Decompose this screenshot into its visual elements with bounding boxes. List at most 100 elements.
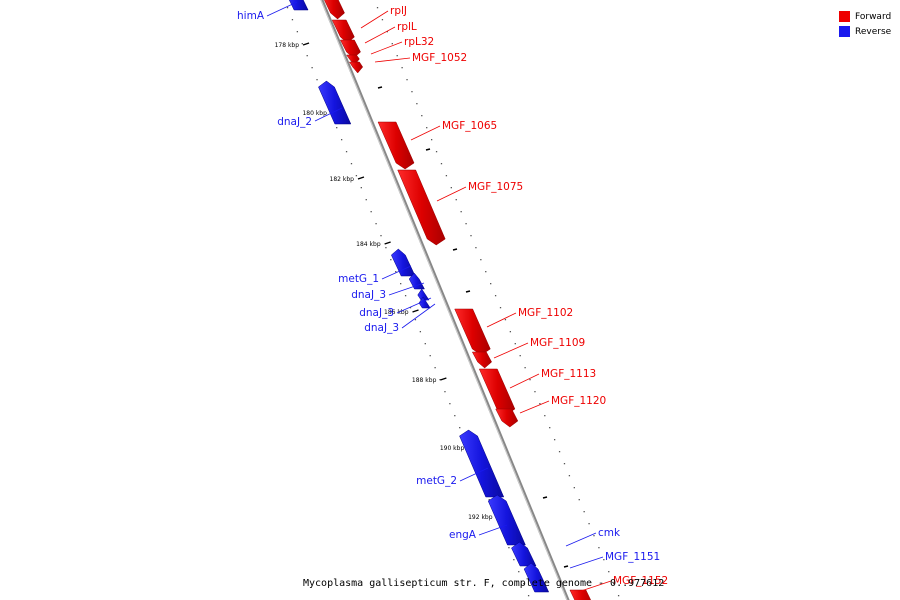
reverse-swatch (839, 26, 850, 37)
guide-dot (454, 415, 456, 417)
guide-dot (534, 391, 536, 393)
gene-leader-line (486, 312, 517, 328)
gene-label-mgf-1075: MGF_1075 (468, 181, 523, 193)
guide-dot (390, 259, 392, 261)
forward-gene-block (471, 351, 492, 369)
guide-dot (578, 499, 580, 501)
gene-leader-line (577, 580, 612, 593)
gene-label-mgf-1120: MGF_1120 (551, 395, 606, 407)
tick-mark (357, 176, 365, 180)
reverse-gene-block (459, 429, 505, 498)
guide-dot (494, 295, 497, 297)
guide-dot (424, 343, 426, 345)
guide-dot (608, 571, 610, 573)
guide-dot (336, 127, 338, 129)
legend-reverse-label: Reverse (855, 26, 892, 37)
tick-label: 192 kbp (468, 514, 493, 521)
guide-dot (553, 439, 556, 441)
guide-dot (573, 487, 575, 489)
guide-dot (439, 379, 441, 381)
guide-dot (306, 55, 308, 57)
guide-dot (386, 31, 389, 33)
backbone-highlight (320, 0, 568, 600)
guide-dot (449, 403, 451, 405)
guide-dot (375, 223, 377, 225)
guide-dot (444, 391, 446, 393)
reverse-gene-block (523, 562, 550, 593)
guide-dot (617, 595, 620, 597)
guide-dot (504, 319, 507, 321)
gene-leader-line (401, 303, 436, 329)
gene-label-mgf-1102: MGF_1102 (518, 307, 573, 319)
guide-dot (480, 259, 482, 261)
gene-leader-line (565, 532, 597, 547)
guide-dot (499, 307, 502, 309)
legend-reverse: Reverse (839, 24, 891, 39)
guide-dot (406, 79, 408, 81)
guide-dot (401, 67, 403, 69)
gene-leader-line (410, 125, 441, 141)
guide-dot (527, 595, 530, 597)
guide-dot (518, 571, 520, 573)
gene-label-mgf-1065: MGF_1065 (442, 120, 497, 132)
gene-leader-line (374, 57, 411, 63)
guide-dot (593, 535, 595, 537)
guide-dot (385, 247, 387, 249)
guide-dot (459, 427, 461, 429)
guide-dot (340, 139, 343, 141)
track-dash (452, 248, 458, 251)
guide-dot (291, 19, 294, 21)
gene-leader-line (478, 524, 508, 536)
guide-dot (513, 559, 515, 561)
guide-dot (430, 139, 433, 141)
guide-dot (365, 199, 367, 201)
reverse-gene-block (391, 248, 416, 277)
forward-gene-block (324, 0, 345, 20)
guide-dot (396, 55, 398, 57)
genome-caption: Mycoplasma gallisepticum str. F, complet… (303, 578, 665, 589)
guide-dot (286, 7, 289, 9)
guide-dot (421, 115, 423, 117)
gene-label-mgf-1109: MGF_1109 (530, 337, 585, 349)
gene-leader-line (493, 342, 529, 359)
legend: Forward Reverse (839, 9, 891, 39)
legend-forward: Forward (839, 9, 891, 24)
tick-label: 188 kbp (412, 377, 437, 384)
guide-dot (445, 175, 448, 177)
gene-leader-line (266, 1, 298, 17)
guide-dot (613, 583, 615, 585)
guide-dot (440, 163, 443, 165)
gene-label-rplj: rplJ (390, 5, 407, 17)
gene-leader-line (436, 186, 467, 202)
guide-dot (350, 163, 353, 165)
genome-backbone (320, 0, 570, 600)
guide-dot (485, 271, 487, 273)
backbone-line (320, 0, 570, 600)
gene-label-mgf-1052: MGF_1052 (412, 52, 467, 64)
gene-label-dnaj-2: dnaJ_2 (277, 116, 312, 128)
guide-dot (519, 355, 521, 357)
legend-forward-label: Forward (855, 11, 892, 22)
gene-label-mgf-1113: MGF_1113 (541, 368, 596, 380)
guide-dot (345, 151, 348, 153)
guide-dot (568, 475, 571, 477)
guide-dot (529, 379, 531, 381)
gene-labels: himA rplJ rplL rpL32 MGF_1052 dnaJ_2 MGF_1065 M… (237, 1, 668, 593)
guide-dot (588, 523, 590, 525)
guide-dot (523, 583, 525, 585)
tick-mark (440, 377, 447, 381)
gene-leader-line (360, 10, 389, 29)
guide-dot (311, 67, 313, 69)
guide-dot (409, 307, 412, 309)
forward-gene-block (377, 121, 415, 170)
guide-dot (508, 547, 510, 549)
guide-dot (434, 367, 436, 369)
guide-dot (544, 415, 546, 417)
tick-label: 178 kbp (275, 42, 300, 49)
guide-dot (524, 367, 526, 369)
reverse-gene-block (318, 80, 352, 125)
gene-label-dnaj-3: dnaJ_3 (351, 289, 386, 301)
forward-gene-block (478, 368, 516, 416)
guide-dot (475, 247, 477, 249)
